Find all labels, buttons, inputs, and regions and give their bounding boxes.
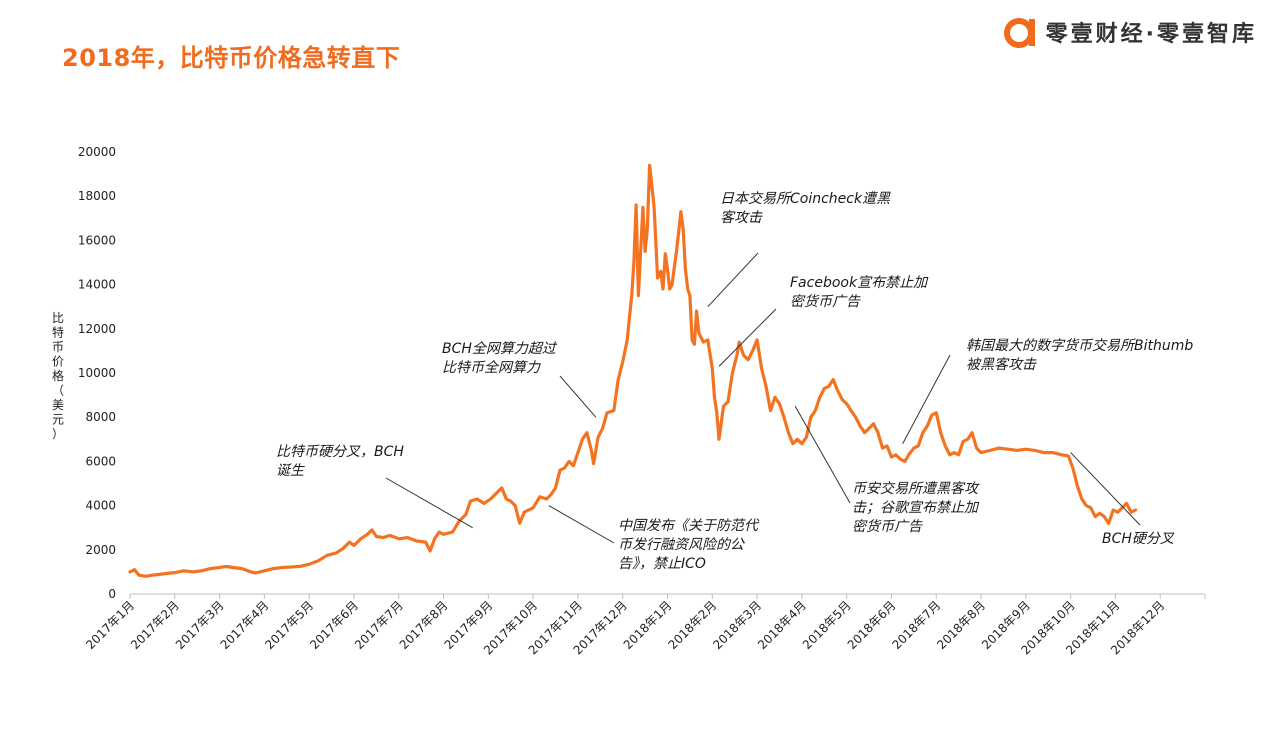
y-axis-title: 比特币价格（美元） bbox=[52, 311, 64, 441]
annotation-leader-line bbox=[559, 375, 597, 418]
y-tick-label: 18000 bbox=[78, 189, 116, 203]
annotation-leader-line bbox=[548, 505, 615, 544]
y-tick-label: 0 bbox=[108, 587, 116, 601]
y-tick-label: 12000 bbox=[78, 322, 116, 336]
y-tick-label: 14000 bbox=[78, 278, 116, 292]
annotation-text: 币安交易所遭黑客攻击；谷歌宣布禁止加密货币广告 bbox=[852, 481, 980, 535]
annotation-text: BCH全网算力超过比特币全网算力 bbox=[442, 341, 558, 376]
y-tick-label: 20000 bbox=[78, 145, 116, 159]
annotation-text: Facebook宣布禁止加密货币广告 bbox=[790, 275, 929, 310]
annotation-text: 中国发布《关于防范代币发行融资风险的公告》，禁止ICO bbox=[618, 518, 760, 572]
annotation-text: 韩国最大的数字货币交易所Bithumb 被黑客攻击 bbox=[966, 338, 1193, 373]
y-tick-label: 4000 bbox=[85, 499, 116, 513]
brand-name: 零壹财经·零壹智库 bbox=[1045, 22, 1257, 47]
annotation-leader-line bbox=[794, 405, 851, 504]
x-axis-ticks: 2017年1月2017年2月2017年3月2017年4月2017年5月2017年… bbox=[83, 594, 1206, 657]
y-tick-label: 2000 bbox=[85, 543, 116, 557]
annotation-text: 比特币硬分叉，BCH 诞生 bbox=[276, 444, 404, 479]
annotation-leader-line bbox=[902, 354, 951, 444]
brand-header: 零壹财经·零壹智库 bbox=[1002, 14, 1257, 50]
series-layer bbox=[128, 163, 1138, 578]
price-series-line bbox=[128, 163, 1138, 578]
annotation-leader-line bbox=[718, 308, 777, 367]
y-tick-label: 6000 bbox=[85, 454, 116, 468]
annotation-leader-line bbox=[707, 252, 759, 308]
y-axis-label: 比特币价格（美元） bbox=[52, 311, 64, 441]
y-tick-label: 8000 bbox=[85, 410, 116, 424]
y-tick-label: 10000 bbox=[78, 366, 116, 380]
lingyi-logo-icon bbox=[1003, 18, 1035, 48]
annotations: 比特币硬分叉，BCH 诞生 BCH全网算力超过比特币全网算力中国发布《关于防范代币发… bbox=[276, 191, 1193, 572]
annotation-leader-line bbox=[1070, 452, 1141, 526]
y-tick-label: 16000 bbox=[78, 233, 116, 247]
annotation-text: 日本交易所Coincheck遭黑客攻击 bbox=[720, 191, 891, 226]
page-title: 2018年，比特币价格急转直下 bbox=[62, 44, 401, 72]
y-axis-ticks: 0 2000 4000 6000 8000 10000 12000 14000 16000 180… bbox=[78, 145, 116, 601]
annotation-leader-line bbox=[385, 477, 473, 529]
annotation-text: BCH硬分叉 bbox=[1102, 531, 1175, 547]
